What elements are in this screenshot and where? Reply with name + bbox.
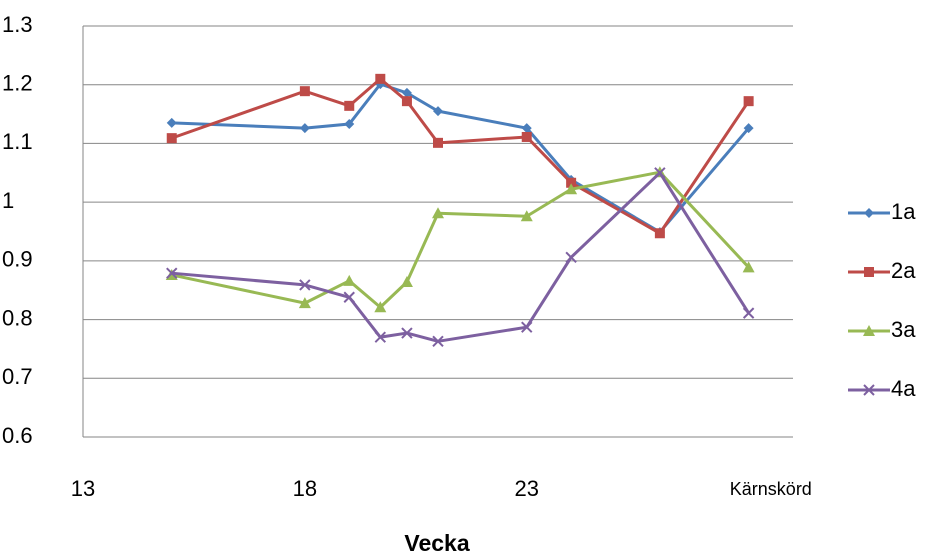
marker [343,274,356,286]
x-tick-label: 18 [293,476,317,501]
marker [654,167,666,179]
y-tick-label: 0.7 [2,364,33,389]
y-tick-label: 1.1 [2,129,33,154]
marker [166,267,178,279]
marker [433,137,443,148]
x-axis-title: Vecka [404,530,469,556]
y-tick-label: 1.2 [2,71,33,96]
marker [433,106,443,117]
marker [521,131,532,142]
marker [521,123,532,134]
marker [864,208,874,218]
marker [654,228,665,239]
marker [742,307,755,319]
marker [344,100,355,111]
y-tick-label: 1.3 [2,12,33,37]
marker [401,96,412,107]
marker [432,335,444,348]
legend-label: 3a [891,317,916,342]
marker [343,291,355,303]
legend-label: 4a [891,376,916,401]
series-line [171,171,750,343]
marker [566,177,577,188]
y-tick-label: 1 [2,188,14,213]
legend-label: 2a [891,258,916,283]
marker [863,384,875,396]
marker [521,321,533,333]
marker [400,275,413,287]
series-line [171,77,750,235]
marker [864,267,874,277]
series-line [171,82,750,234]
marker [520,210,533,222]
marker [374,331,387,343]
y-tick-label: 0.8 [2,305,33,330]
marker [863,325,875,336]
marker [742,261,755,273]
marker [565,183,578,195]
marker [298,297,311,309]
marker [344,119,355,130]
marker [375,73,386,84]
y-tick-label: 0.6 [2,423,33,448]
y-tick-label: 0.9 [2,247,33,272]
legend-label: 1a [891,199,916,224]
marker [432,207,444,219]
marker [166,133,177,144]
x-tick-label: Kärnskörd [730,479,812,499]
x-tick-label: 13 [71,476,95,501]
marker [401,87,412,98]
marker [299,86,310,97]
x-tick-label: 23 [515,476,539,501]
marker [401,327,413,339]
marker [299,279,311,291]
marker [299,123,310,134]
series-line [171,170,750,309]
marker [166,117,177,128]
marker [565,251,577,264]
marker [374,301,387,313]
marker [743,96,754,107]
marker [743,123,754,134]
